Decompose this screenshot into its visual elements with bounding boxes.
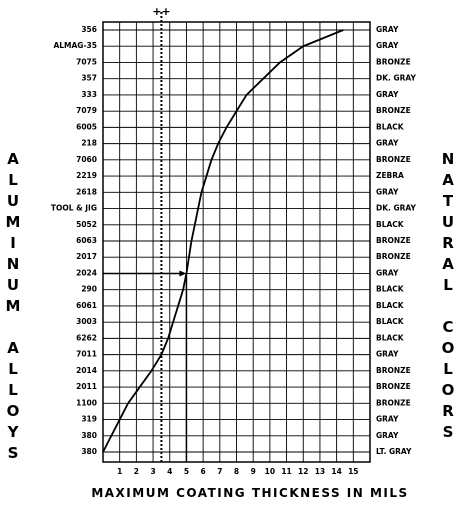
y-tick-label: 7060 (76, 155, 97, 164)
y-tick-label: 2017 (76, 252, 97, 261)
x-axis-label: MAXIMUM COATING THICKNESS IN MILS (91, 486, 409, 500)
y2-tick-label: BLACK (376, 122, 405, 131)
y-tick-label: 2024 (76, 268, 97, 277)
x-tick-label: 10 (265, 467, 275, 476)
y2-tick-label: BRONZE (376, 57, 411, 66)
curve (102, 29, 344, 453)
y-tick-label: 2011 (76, 382, 97, 391)
y-tick-label: 7079 (76, 106, 97, 115)
y2-tick-label: BRONZE (376, 236, 411, 245)
y-axis-label: ALUMINUM ALLOYS (4, 150, 22, 465)
y2-tick-label: BLACK (376, 285, 405, 294)
y-tick-label: 2219 (76, 171, 97, 180)
x-tick-label: 8 (234, 467, 239, 476)
y2-tick-label: GRAY (376, 139, 399, 148)
x-tick-label: 9 (251, 467, 256, 476)
y2-tick-label: GRAY (376, 268, 399, 277)
x-tick-label: 1 (117, 467, 122, 476)
y-tick-label: 319 (81, 415, 97, 424)
y2-tick-label: BRONZE (376, 382, 411, 391)
y-tick-label: 6005 (76, 122, 97, 131)
y2-tick-label: DK. GRAY (376, 204, 417, 213)
y2-tick-label: GRAY (376, 350, 399, 359)
y-tick-label: 290 (81, 285, 97, 294)
y2-tick-label: GRAY (376, 187, 399, 196)
x-tick-label: 12 (298, 467, 308, 476)
y2-tick-label: BRONZE (376, 106, 411, 115)
y-tick-label: TOOL & JIG (51, 204, 97, 213)
y-tick-label: 1100 (76, 398, 97, 407)
y2-axis-label: NATURAL COLORS (439, 150, 457, 444)
y2-tick-label: BRONZE (376, 155, 411, 164)
y2-tick-label: BRONZE (376, 252, 411, 261)
y2-tick-label: BLACK (376, 317, 405, 326)
x-tick-label: 13 (315, 467, 325, 476)
y2-tick-label: GRAY (376, 415, 399, 424)
annotation: ++ (152, 5, 170, 18)
y2-tick-label: ZEBRA (376, 171, 404, 180)
y-tick-label: 218 (81, 139, 97, 148)
y2-tick-label: GRAY (376, 25, 399, 34)
y2-tick-label: LT. GRAY (376, 447, 412, 456)
y2-tick-label: BRONZE (376, 398, 411, 407)
y-tick-label: 5052 (76, 220, 97, 229)
x-tick-label: 14 (331, 467, 341, 476)
y2-tick-label: GRAY (376, 431, 399, 440)
y-tick-label: 356 (81, 25, 97, 34)
y-tick-label: 380 (81, 431, 97, 440)
y-tick-label: 333 (81, 90, 97, 99)
y2-tick-label: BLACK (376, 333, 405, 342)
arrow-head (179, 270, 187, 277)
y-tick-label: 357 (81, 74, 97, 83)
y-tick-label: 6063 (76, 236, 97, 245)
y2-tick-label: BLACK (376, 220, 405, 229)
y-tick-label: 3003 (76, 317, 97, 326)
y-tick-label: 6061 (76, 301, 97, 310)
y-tick-label: 380 (81, 447, 97, 456)
x-tick-label: 4 (167, 467, 172, 476)
y-tick-label: 6262 (76, 333, 97, 342)
y-tick-label: 7011 (76, 350, 97, 359)
y2-tick-label: GRAY (376, 90, 399, 99)
x-tick-label: 2 (134, 467, 139, 476)
y-tick-label: ALMAG-35 (53, 41, 97, 50)
x-tick-label: 6 (201, 467, 206, 476)
x-tick-label: 11 (281, 467, 291, 476)
y2-tick-label: BRONZE (376, 366, 411, 375)
y-tick-label: 7075 (76, 57, 97, 66)
y2-tick-label: DK. GRAY (376, 74, 417, 83)
x-tick-label: 5 (184, 467, 189, 476)
y-tick-label: 2014 (76, 366, 97, 375)
y2-tick-label: GRAY (376, 41, 399, 50)
x-tick-label: 7 (217, 467, 222, 476)
y2-tick-label: BLACK (376, 301, 405, 310)
x-tick-label: 3 (150, 467, 155, 476)
x-tick-label: 15 (348, 467, 358, 476)
y-tick-label: 2618 (76, 187, 97, 196)
